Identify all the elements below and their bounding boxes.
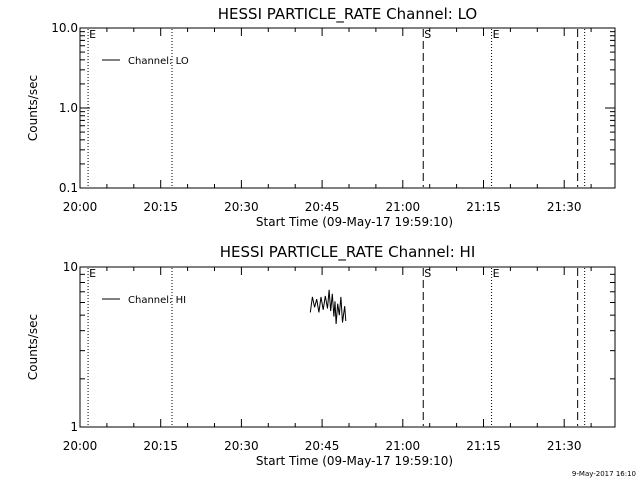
y-tick-label: 10: [63, 260, 78, 274]
date-stamp: 9-May-2017 16:10: [572, 470, 636, 478]
y-tick-label: 0.1: [59, 181, 78, 195]
y-axis-label: Counts/sec: [26, 75, 40, 141]
x-tick-label: 21:30: [547, 200, 582, 214]
x-tick-label: 20:45: [305, 200, 340, 214]
event-label: S: [424, 28, 431, 41]
plot-frame: [79, 27, 616, 189]
panel-hi: HESSI PARTICLE_RATE Channel: HI 20:00 20:1…: [26, 243, 616, 468]
legend-label: Channel: HI: [128, 295, 186, 306]
x-tick-label: 20:30: [224, 200, 259, 214]
x-tick-label: 20:15: [143, 200, 178, 214]
event-label: S: [424, 267, 431, 280]
y-tick-label: 1: [70, 420, 78, 434]
event-label: E: [89, 267, 96, 280]
y-tick-label: 10.0: [51, 21, 78, 35]
legend-label: Channel: LO: [128, 56, 189, 67]
event-label: E: [89, 28, 96, 41]
x-tick-label: 20:45: [305, 439, 340, 453]
x-tick-label: 20:00: [63, 200, 98, 214]
x-tick-label: 21:00: [386, 200, 421, 214]
x-tick-label: 21:15: [466, 439, 501, 453]
chart-title: HESSI PARTICLE_RATE Channel: LO: [218, 5, 477, 24]
event-label: E: [493, 267, 500, 280]
plot-frame: [79, 266, 616, 428]
y-axis-label: Counts/sec: [26, 314, 40, 380]
x-tick-label: 21:00: [386, 439, 421, 453]
x-axis-label: Start Time (09-May-17 19:59:10): [256, 215, 453, 229]
event-label: E: [493, 28, 500, 41]
x-axis-label: Start Time (09-May-17 19:59:10): [256, 454, 453, 468]
x-tick-label: 21:30: [547, 439, 582, 453]
y-tick-label: 1.0: [59, 101, 78, 115]
x-tick-label: 20:15: [143, 439, 178, 453]
panel-lo: HESSI PARTICLE_RATE Channel: LO 20:00 20:1…: [26, 5, 616, 229]
series-line: [309, 289, 347, 325]
x-tick-label: 21:15: [466, 200, 501, 214]
x-tick-label: 20:00: [63, 439, 98, 453]
x-tick-label: 20:30: [224, 439, 259, 453]
chart-title: HESSI PARTICLE_RATE Channel: HI: [220, 243, 476, 262]
